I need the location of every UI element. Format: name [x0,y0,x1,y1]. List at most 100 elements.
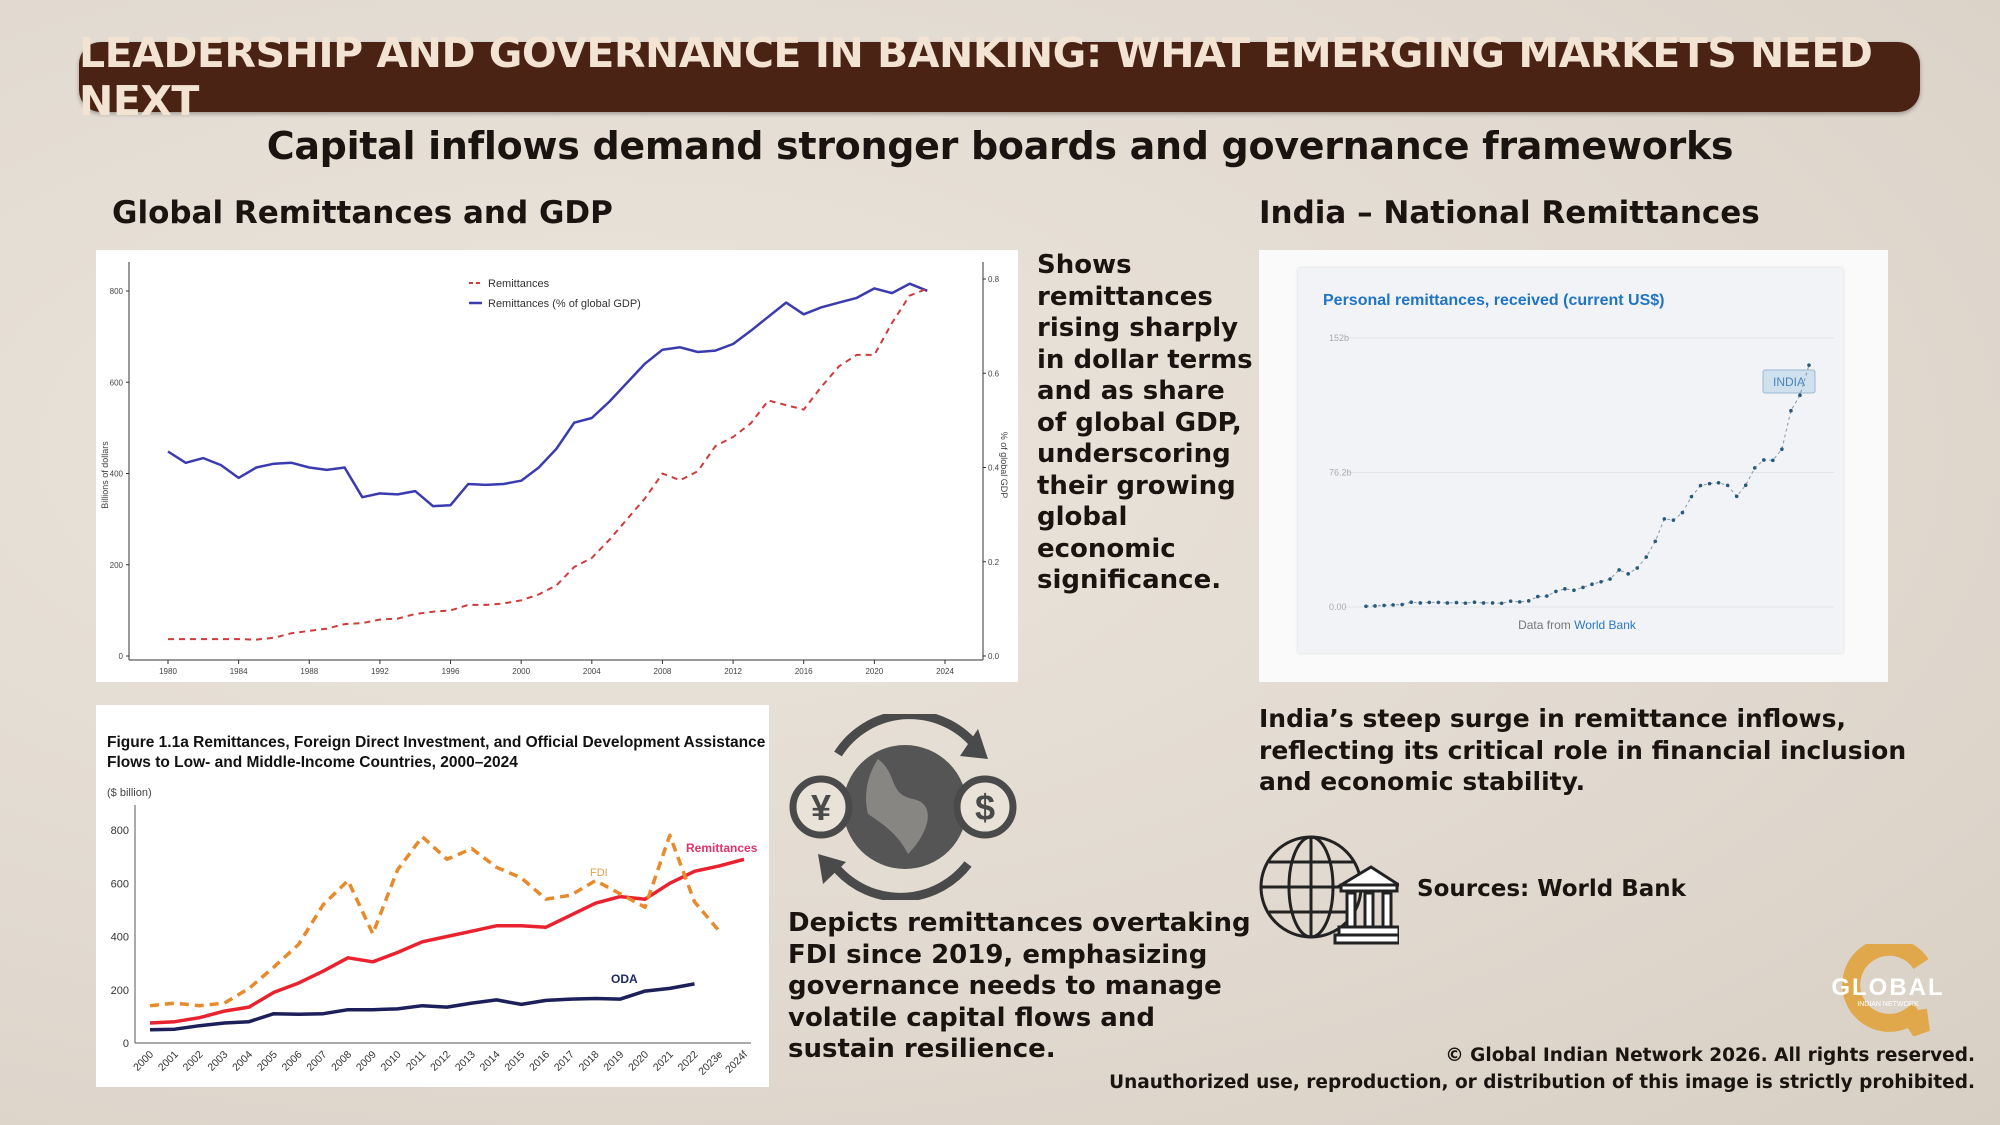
yen-coin-icon [789,775,853,839]
data-point [1490,601,1495,605]
source-prefix: Data from [1518,618,1574,632]
description-line: remittances [1037,281,1213,312]
y-tick-label: 200 [110,561,124,570]
y2-axis-label: % of global GDP [999,432,1009,499]
title-banner: LEADERSHIP AND GOVERNANCE IN BANKING: WH… [79,29,1920,125]
description-line: sustain resilience. [788,1034,1056,1064]
data-point [1581,585,1585,590]
x-tick-label: 2010 [379,1049,404,1074]
data-point [1635,566,1640,570]
x-tick-label: 2000 [131,1049,156,1074]
flows-description: Depicts remittances overtaking FDI since … [788,908,1251,1066]
data-point [1653,539,1658,544]
y2-tick-label: 0.6 [988,369,1000,378]
india-chart-source: Data from World Bank [1518,618,1637,632]
x-tick-label: 2016 [527,1049,552,1074]
data-point [1743,483,1748,488]
data-point [1590,582,1594,587]
x-tick-label: 2012 [724,667,742,676]
global-description: Shows remittances rising sharply in dollar … [1037,250,1253,597]
y-tick-label: 152b [1329,333,1349,343]
flows-chart: Figure 1.1a Remittances, Foreign Direct … [96,705,769,1087]
svg-text:¥: ¥ [811,787,831,828]
description-line: reflecting its critical role in financia… [1259,735,1907,765]
y-tick-label: 76.2b [1329,468,1352,478]
world-bank-link[interactable]: World Bank [1574,618,1637,632]
data-point [1626,572,1630,576]
data-point [1789,408,1793,413]
y2-tick-label: 0.2 [988,558,1000,567]
data-point [1382,603,1386,608]
description-line: rising sharply [1037,313,1239,343]
globe-shape [843,745,967,869]
flows-chart-svg: Figure 1.1a Remittances, Foreign Direct … [107,734,766,1078]
globe-bank-icon [1259,835,1399,945]
y2-tick-label: 0.8 [988,275,1000,284]
x-tick-label: 1984 [230,667,248,676]
india-description: India’s steep surge in remittance inflow… [1259,703,1906,798]
x-tick-label: 2004 [230,1049,255,1074]
flows-chart-title-line1: Figure 1.1a Remittances, Foreign Direct … [107,734,766,751]
india-series-label: INDIA [1773,375,1805,389]
series-label-fdi: FDI [590,867,608,879]
x-tick-label: 2011 [404,1049,429,1074]
y-tick-label: 600 [110,378,124,387]
x-tick-label: 2002 [181,1049,206,1074]
data-point [1752,466,1757,470]
description-line: underscoring [1037,439,1231,469]
data-point [1599,579,1603,584]
y-tick-label: 0 [123,1038,129,1050]
flows-y-unit: ($ billion) [107,787,152,799]
data-point [1554,589,1558,594]
description-line: economic [1037,533,1176,564]
data-point [1617,568,1621,572]
data-point [1798,393,1802,397]
india-remittances-chart: Personal remittances, received (current … [1259,250,1888,682]
svg-text:$: $ [975,787,995,828]
x-tick-label: 2003 [205,1049,230,1074]
description-line: global [1037,502,1128,532]
x-tick-label: 2017 [552,1049,577,1074]
legend-label-gdp-share: Remittances (% of global GDP) [488,298,641,310]
x-tick-label: 2001 [156,1049,181,1074]
data-point [1644,555,1649,559]
x-tick-label: 1996 [442,667,460,676]
description-line: their growing [1037,470,1236,501]
x-tick-label: 2013 [453,1049,478,1074]
y-tick-label: 400 [110,470,124,479]
x-tick-label: 2000 [512,667,530,676]
data-point [1671,518,1676,522]
series-line-remittances [168,287,928,641]
data-point [1807,363,1811,367]
x-tick-label: 2020 [626,1049,651,1074]
data-point [1409,600,1414,605]
x-tick-label: 2021 [651,1049,676,1074]
data-point [1508,599,1513,603]
global-indian-network-logo: GLOBAL INDIAN NETWORK [1831,944,1943,1036]
description-line: Shows [1037,250,1132,280]
data-point [1373,604,1377,608]
data-point [1608,577,1612,581]
y2-tick-label: 0.4 [988,464,1000,473]
x-tick-label: 2005 [255,1049,280,1074]
global-remittances-chart: Billions of dollars % of global GDP Remi… [96,250,1018,682]
globe-yen-dollar-exchange-icon: ¥ $ [789,714,1017,900]
description-line: governance needs to manage [788,971,1222,1001]
x-tick-label: 2006 [280,1049,305,1074]
data-point [1454,600,1459,605]
description-line: and as share [1037,376,1225,406]
data-point [1725,483,1730,488]
y-axis-label: Billions of dollars [100,441,110,509]
data-point [1364,604,1368,609]
x-tick-label: 2014 [478,1049,503,1074]
data-point [1445,601,1450,605]
data-point [1771,458,1775,463]
legend-label-remittances: Remittances [488,278,550,290]
footer: © Global Indian Network 2026. All rights… [1109,1042,1975,1096]
data-point [1734,494,1739,499]
x-tick-label: 2016 [795,667,813,676]
y2-tick-label: 0.0 [988,652,1000,661]
x-tick-label: 2018 [577,1049,602,1074]
x-tick-label: 2008 [329,1049,354,1074]
description-line: India’s steep surge in remittance inflow… [1259,704,1846,733]
